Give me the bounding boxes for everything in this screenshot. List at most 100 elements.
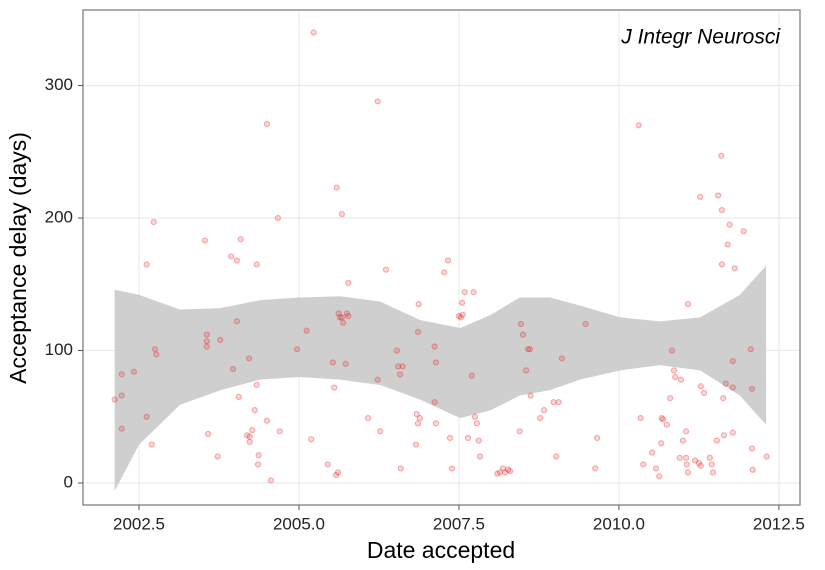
- point: [414, 420, 422, 427]
- y-tick-label: 300: [45, 75, 73, 94]
- point: [526, 346, 534, 353]
- annotation: J Integr Neurosci: [620, 26, 781, 49]
- point: [658, 440, 665, 447]
- point: [308, 436, 315, 443]
- point: [151, 346, 159, 353]
- point: [412, 441, 420, 448]
- point: [747, 346, 754, 353]
- point: [118, 392, 125, 399]
- point: [143, 413, 150, 420]
- y-tick-label: 100: [45, 340, 73, 359]
- point: [676, 454, 683, 461]
- point: [722, 380, 729, 387]
- point: [592, 465, 599, 472]
- point: [501, 469, 509, 476]
- x-tick-label: 2005.0: [273, 514, 325, 533]
- point: [263, 417, 271, 424]
- point: [667, 395, 674, 402]
- point: [334, 469, 342, 476]
- point: [253, 261, 260, 268]
- x-tick-label: 2012.5: [753, 514, 805, 533]
- point: [720, 395, 727, 402]
- point: [244, 432, 251, 439]
- point: [683, 461, 690, 468]
- point: [718, 206, 726, 214]
- point: [214, 453, 221, 460]
- point: [697, 383, 704, 390]
- point: [204, 430, 212, 438]
- marks: [111, 29, 770, 491]
- point: [729, 429, 736, 436]
- point: [329, 359, 336, 366]
- point: [255, 452, 262, 459]
- point: [345, 279, 352, 287]
- point: [130, 368, 137, 375]
- point: [274, 214, 281, 222]
- point: [150, 218, 157, 226]
- point: [700, 389, 708, 397]
- point: [235, 393, 242, 400]
- point: [679, 437, 686, 444]
- point: [393, 347, 400, 354]
- point: [713, 437, 720, 444]
- point: [276, 428, 283, 435]
- point: [415, 301, 422, 308]
- point: [464, 434, 471, 442]
- point: [338, 314, 345, 321]
- point: [471, 413, 479, 420]
- point: [473, 420, 480, 427]
- x-tick-label: 2007.5: [433, 514, 485, 533]
- point: [303, 327, 310, 334]
- point: [332, 471, 340, 479]
- panel-border: [82, 9, 801, 506]
- point: [446, 434, 454, 442]
- point: [663, 421, 671, 428]
- panel: [83, 10, 800, 505]
- point: [441, 269, 448, 276]
- point: [203, 338, 210, 345]
- point: [374, 98, 381, 105]
- point: [594, 434, 601, 442]
- point: [475, 437, 482, 444]
- point: [245, 355, 253, 362]
- point: [293, 346, 301, 353]
- point: [558, 355, 566, 362]
- point: [459, 299, 466, 306]
- point: [697, 193, 704, 200]
- point: [470, 289, 477, 296]
- point: [233, 318, 240, 325]
- point: [496, 469, 503, 476]
- point: [377, 428, 384, 435]
- point: [249, 426, 256, 434]
- point: [697, 462, 704, 469]
- point: [342, 360, 349, 367]
- point: [382, 266, 390, 273]
- x-tick-label: 2002.5: [113, 514, 165, 533]
- point: [649, 449, 656, 456]
- point: [731, 265, 738, 272]
- point: [338, 210, 345, 218]
- point: [228, 253, 235, 260]
- point: [507, 467, 514, 475]
- point: [706, 454, 713, 461]
- point: [652, 465, 660, 472]
- point: [763, 453, 770, 460]
- y-axis-title: Acceptance delay (days): [5, 132, 31, 384]
- point: [494, 470, 501, 477]
- point: [519, 331, 527, 338]
- x-tick-label: 2010.0: [593, 514, 645, 533]
- point: [695, 460, 702, 467]
- point: [729, 358, 736, 365]
- point: [637, 414, 644, 422]
- point: [682, 454, 690, 461]
- point: [516, 428, 523, 435]
- point: [246, 433, 253, 440]
- point: [336, 314, 344, 321]
- point: [505, 466, 512, 473]
- point: [553, 453, 560, 460]
- point: [396, 371, 404, 378]
- confidence-band: [114, 265, 767, 491]
- point: [640, 461, 647, 468]
- point: [672, 373, 679, 381]
